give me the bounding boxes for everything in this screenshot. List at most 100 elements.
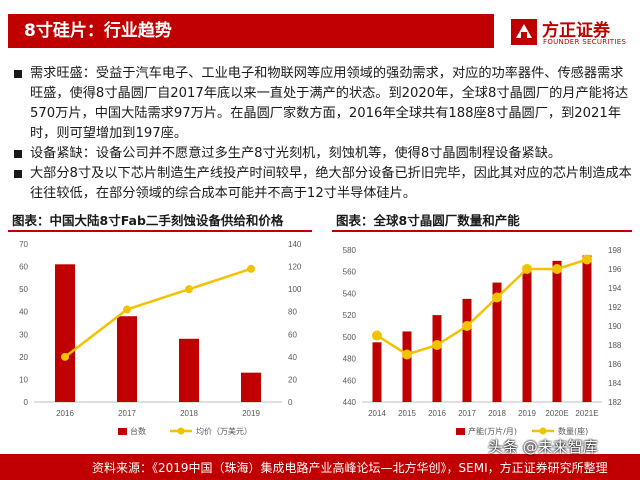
x-tick-label: 2016 xyxy=(428,409,446,418)
line-point xyxy=(185,285,193,294)
bullet-demand: 需求旺盛：受益于汽车电子、工业电子和物联网等应用领域的强劲需求，对应的功率器件、… xyxy=(10,64,632,144)
y-right-tick-label: 80 xyxy=(288,308,297,317)
bullet-text: 大部分8寸及以下芯片制造生产线投产时间较早，绝大部分设备已折旧完毕，因此其对应的… xyxy=(30,166,632,201)
legend-line-label: 均价（万美元） xyxy=(196,426,252,436)
y-right-tick-label: 194 xyxy=(608,284,622,293)
founder-logo-icon xyxy=(511,19,537,45)
logo-subtext: FOUNDER SECURITIES xyxy=(543,38,627,46)
y-left-tick-label: 560 xyxy=(343,268,357,277)
line-point xyxy=(582,254,592,265)
legend-line-label: 数量(座) xyxy=(558,426,588,436)
page-title: 8寸硅片：行业趋势 xyxy=(24,21,172,41)
y-left-tick-label: 0 xyxy=(24,398,29,407)
y-right-tick-label: 198 xyxy=(608,246,622,255)
chart-title-underline-left xyxy=(8,230,312,232)
line-point xyxy=(61,352,69,361)
bar xyxy=(492,282,502,402)
bullet-square-icon xyxy=(14,150,22,158)
bar xyxy=(552,260,562,402)
bullet-cost: 大部分8寸及以下芯片制造生产线投产时间较早，绝大部分设备已折旧完毕，因此其对应的… xyxy=(10,164,632,204)
bar xyxy=(522,266,532,402)
bar xyxy=(432,315,442,402)
line-point xyxy=(372,330,382,341)
legend-bar-label: 产能(万片/月) xyxy=(468,426,517,436)
bar xyxy=(582,255,592,402)
series-line xyxy=(64,267,252,358)
y-left-tick-label: 60 xyxy=(19,263,28,272)
x-tick-label: 2018 xyxy=(180,409,198,418)
y-right-tick-label: 190 xyxy=(608,322,622,331)
x-tick-label: 2015 xyxy=(398,409,416,418)
y-right-tick-label: 188 xyxy=(608,341,622,350)
bullet-square-icon xyxy=(14,70,22,78)
y-left-tick-label: 10 xyxy=(19,375,28,384)
logo-text: 方正证券 xyxy=(542,21,610,41)
y-right-tick-label: 182 xyxy=(608,398,622,407)
y-left-tick-label: 460 xyxy=(343,376,357,385)
bullet-text: 需求旺盛：受益于汽车电子、工业电子和物联网等应用领域的强劲需求，对应的功率器件、… xyxy=(30,66,629,141)
bar xyxy=(241,372,261,402)
x-tick-label: 2021E xyxy=(575,409,598,418)
bar xyxy=(372,342,382,402)
legend-bar-label: 台数 xyxy=(130,426,146,436)
y-right-tick-label: 196 xyxy=(608,265,622,274)
y-right-tick-label: 192 xyxy=(608,303,622,312)
x-tick-label: 2019 xyxy=(518,409,536,418)
line-point xyxy=(247,264,255,273)
line-point xyxy=(552,264,562,274)
bar xyxy=(462,298,472,402)
y-left-tick-label: 30 xyxy=(19,330,28,339)
y-right-tick-label: 20 xyxy=(288,375,297,384)
title-bar xyxy=(8,14,494,48)
x-tick-label: 2018 xyxy=(488,409,506,418)
footer-source: 资料来源：《2019中国（珠海）集成电路产业高峰论坛—北方华创》，SEMI，方正… xyxy=(92,461,608,475)
line-point xyxy=(492,292,502,303)
bar xyxy=(117,316,137,402)
chart-title-left: 图表：中国大陆8寸Fab二手刻蚀设备供给和价格 xyxy=(12,213,284,228)
y-left-tick-label: 40 xyxy=(19,308,28,317)
y-right-tick-label: 184 xyxy=(608,379,622,388)
bar xyxy=(402,331,412,402)
y-left-tick-label: 20 xyxy=(19,353,28,362)
y-left-tick-label: 540 xyxy=(343,289,357,298)
line-point xyxy=(432,340,442,350)
y-left-tick-label: 50 xyxy=(19,285,28,294)
line-point xyxy=(123,305,131,314)
legend-bar-swatch xyxy=(456,428,465,435)
y-right-tick-label: 60 xyxy=(288,330,297,339)
watermark: 头条 @未来智库 xyxy=(488,438,598,456)
chart-global-fab-capacity: 440 460 480 500 520 540 560 580 182 184 186 188 190 1… xyxy=(343,246,622,436)
logo: 方正证券 FOUNDER SECURITIES xyxy=(510,16,634,50)
x-tick-label: 2017 xyxy=(118,409,136,418)
legend-line-dot xyxy=(177,427,185,435)
bar xyxy=(179,338,199,402)
x-tick-label: 2019 xyxy=(242,409,260,418)
y-right-tick-label: 0 xyxy=(288,398,293,407)
bar xyxy=(55,264,75,402)
chart-used-etch-equipment: 0 10 20 30 40 50 60 70 0 20 40 60 80 100 120 140 2016 201… xyxy=(19,240,302,436)
y-right-tick-label: 186 xyxy=(608,360,622,369)
x-tick-label: 2016 xyxy=(56,409,74,418)
x-tick-label: 2020E xyxy=(545,409,568,418)
y-left-tick-label: 440 xyxy=(343,398,357,407)
y-right-tick-label: 140 xyxy=(288,240,302,249)
chart-title-right: 图表：全球8寸晶圆厂数量和产能 xyxy=(336,213,520,228)
line-point xyxy=(402,349,412,360)
x-tick-label: 2014 xyxy=(368,409,386,418)
bullet-equipment: 设备紧缺：设备公司并不愿意过多生产8寸光刻机，刻蚀机等，使得8寸晶圆制程设备紧缺… xyxy=(10,144,632,164)
y-left-tick-label: 520 xyxy=(343,311,357,320)
y-right-tick-label: 120 xyxy=(288,263,302,272)
footer-bar xyxy=(0,454,640,480)
legend-bar-swatch xyxy=(118,428,127,435)
bullet-square-icon xyxy=(14,170,22,178)
x-tick-label: 2017 xyxy=(458,409,476,418)
line-point xyxy=(462,321,472,331)
y-left-tick-label: 70 xyxy=(19,240,28,249)
bullet-text: 设备紧缺：设备公司并不愿意过多生产8寸光刻机，刻蚀机等，使得8寸晶圆制程设备紧缺… xyxy=(30,146,562,161)
y-left-tick-label: 580 xyxy=(343,246,357,255)
y-right-tick-label: 100 xyxy=(288,285,302,294)
chart-title-underline-right xyxy=(332,230,632,232)
y-right-tick-label: 40 xyxy=(288,353,297,362)
legend-line-dot xyxy=(539,427,547,435)
y-left-tick-label: 480 xyxy=(343,355,357,364)
